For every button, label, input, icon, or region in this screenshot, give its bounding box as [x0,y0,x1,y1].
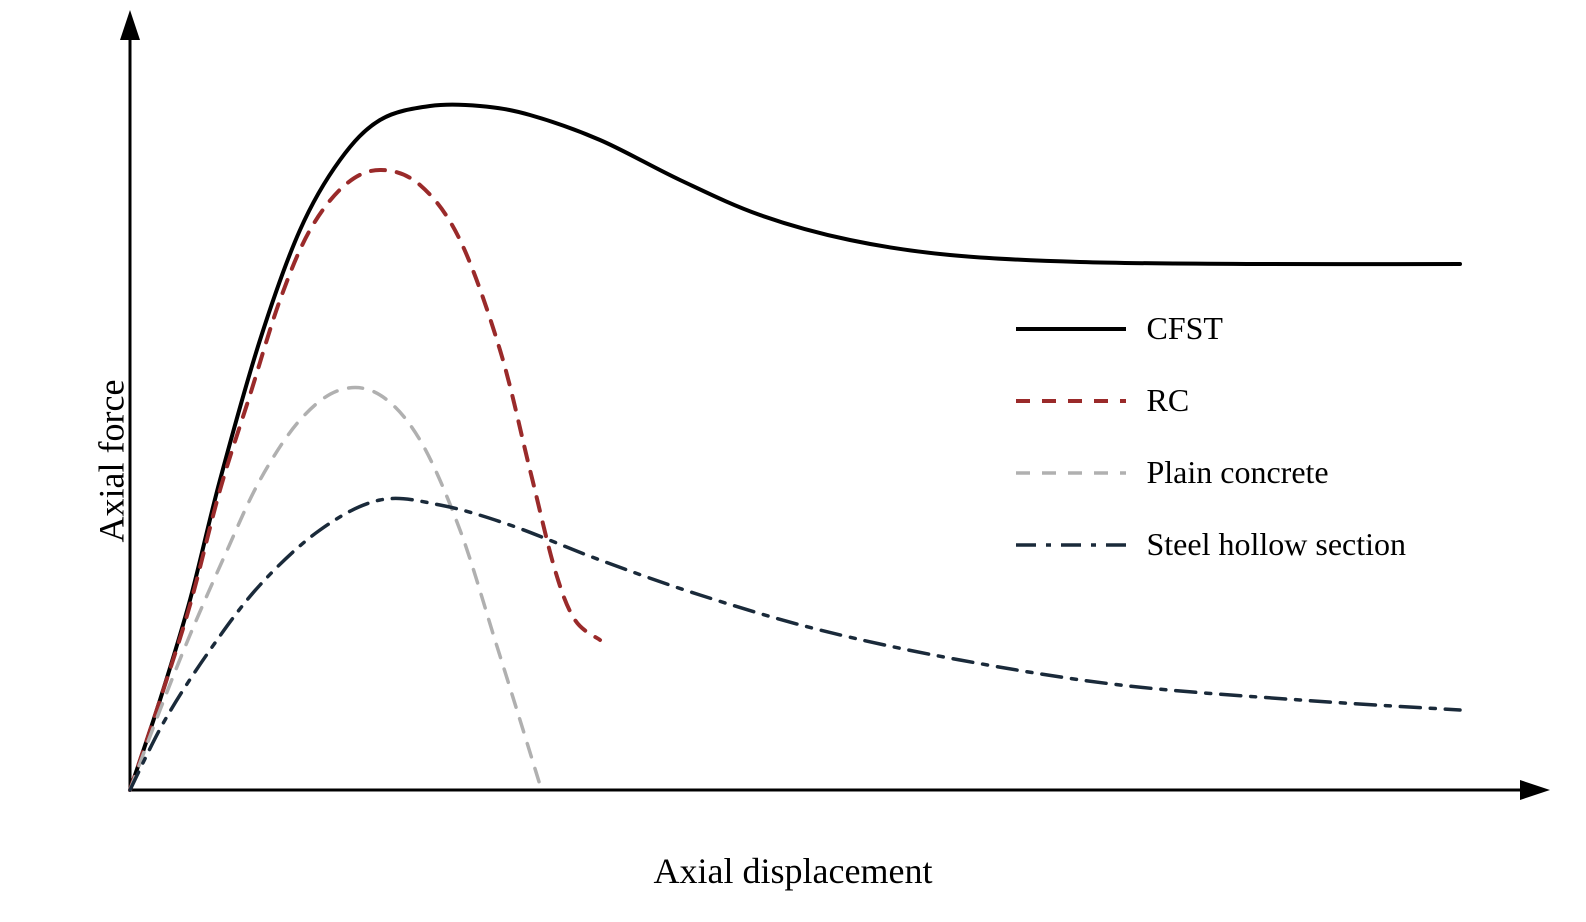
legend-item-plain: Plain concrete [1016,454,1406,491]
legend-label: RC [1146,382,1189,419]
legend-item-rc: RC [1016,382,1406,419]
legend-item-cfst: CFST [1016,310,1406,347]
legend-label: CFST [1146,310,1222,347]
legend-item-steel: Steel hollow section [1016,526,1406,563]
legend-label: Plain concrete [1146,454,1328,491]
legend-label: Steel hollow section [1146,526,1406,563]
legend-swatch-rc [1016,386,1126,416]
legend-swatch-plain [1016,458,1126,488]
x-axis-arrow [1520,780,1550,800]
curve-rc [130,170,600,790]
y-axis-arrow [120,10,140,40]
chart-container: Axial force Axial displacement CFST RC P… [0,0,1586,922]
legend-swatch-cfst [1016,314,1126,344]
legend: CFST RC Plain concrete Steel hollow sect… [1016,310,1406,598]
y-axis-label: Axial force [90,380,132,543]
legend-swatch-steel [1016,530,1126,560]
x-axis-label: Axial displacement [654,850,933,892]
